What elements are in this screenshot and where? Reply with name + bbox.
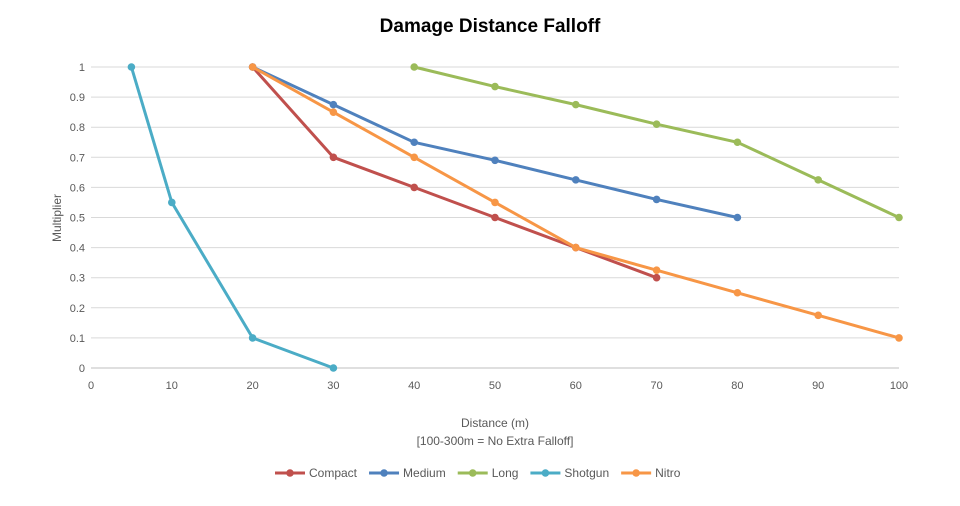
- data-point-long: [733, 138, 742, 147]
- x-tick-label: 10: [166, 380, 178, 392]
- data-point-medium: [572, 176, 580, 184]
- data-point-nitro: [895, 334, 903, 342]
- x-tick-label: 0: [88, 380, 94, 392]
- legend-item-long: Long: [457, 466, 519, 480]
- data-point-medium: [733, 213, 742, 222]
- series-nitro: [248, 63, 903, 342]
- data-point-long: [652, 120, 661, 128]
- data-point-nitro: [814, 311, 822, 320]
- data-point-nitro: [733, 288, 742, 297]
- series-long: [410, 63, 903, 222]
- legend-label: Shotgun: [564, 466, 609, 480]
- data-point-medium: [652, 195, 661, 204]
- x-tick-label: 30: [327, 380, 339, 392]
- y-axis-ticks: 0 0.1 0.2 0.3 0.4 0.5 0.6 0.7 0.8 0.9 1: [70, 62, 85, 375]
- gridlines: [91, 66, 899, 369]
- legend-marker: [286, 469, 294, 477]
- x-tick-label: 100: [890, 380, 908, 392]
- y-tick-label: 0.4: [70, 243, 85, 255]
- legend-label: Compact: [309, 466, 358, 480]
- data-point-compact: [491, 213, 499, 222]
- data-point-medium: [329, 100, 338, 109]
- legend: Compact Medium Long Shotgun Nitro: [275, 466, 681, 480]
- data-point-compact: [410, 183, 419, 192]
- data-point-medium: [491, 156, 499, 165]
- data-point-long: [572, 100, 580, 109]
- x-tick-label: 60: [570, 380, 582, 392]
- y-tick-label: 0.5: [70, 213, 85, 225]
- data-point-nitro: [248, 63, 257, 71]
- legend-marker: [380, 469, 388, 477]
- legend-label: Long: [492, 466, 519, 480]
- y-tick-label: 1: [79, 62, 85, 74]
- x-tick-label: 50: [489, 380, 501, 392]
- y-tick-label: 0.3: [70, 273, 85, 285]
- data-point-compact: [329, 153, 338, 162]
- data-point-long: [410, 63, 419, 71]
- legend-marker: [468, 469, 477, 477]
- series-line-long: [413, 65, 900, 219]
- data-point-nitro: [491, 198, 499, 207]
- legend-label: Nitro: [655, 466, 681, 480]
- data-point-long: [895, 213, 903, 222]
- y-tick-label: 0.7: [70, 152, 85, 164]
- legend-marker: [541, 469, 550, 477]
- data-point-long: [491, 82, 499, 91]
- data-point-shotgun: [329, 364, 338, 372]
- legend-marker: [632, 469, 640, 477]
- y-tick-label: 0: [79, 363, 85, 375]
- series-line-shotgun: [129, 66, 334, 370]
- data-point-medium: [410, 138, 419, 147]
- x-tick-label: 20: [246, 380, 258, 392]
- data-point-compact: [652, 273, 661, 282]
- series-lines: [127, 63, 903, 372]
- data-point-long: [814, 176, 822, 184]
- y-axis-label: Multiplier: [50, 194, 64, 242]
- x-axis-note: [100-300m = No Extra Falloff]: [417, 434, 574, 448]
- data-point-shotgun: [168, 198, 176, 207]
- series-compact: [248, 63, 661, 282]
- x-tick-label: 40: [408, 380, 420, 392]
- chart-title: Damage Distance Falloff: [379, 16, 601, 37]
- x-tick-label: 90: [812, 380, 824, 392]
- x-axis-ticks: 0 10 20 30 40 50 60 70 80 90 100: [88, 380, 908, 392]
- y-tick-label: 0.6: [70, 182, 85, 194]
- data-point-nitro: [572, 243, 580, 252]
- legend-item-medium: Medium: [369, 466, 446, 480]
- data-point-nitro: [410, 153, 419, 162]
- x-tick-label: 80: [731, 380, 743, 392]
- x-tick-label: 70: [650, 380, 662, 392]
- y-tick-label: 0.2: [70, 303, 85, 315]
- y-tick-label: 0.8: [70, 122, 85, 134]
- legend-item-shotgun: Shotgun: [530, 466, 609, 480]
- series-line-compact: [251, 65, 658, 280]
- data-point-shotgun: [248, 334, 257, 342]
- y-tick-label: 0.1: [70, 333, 85, 345]
- data-point-shotgun: [127, 63, 136, 71]
- legend-item-compact: Compact: [275, 466, 358, 480]
- data-point-nitro: [329, 108, 338, 116]
- x-axis-label: Distance (m): [461, 416, 529, 430]
- y-tick-label: 0.9: [70, 92, 85, 104]
- series-shotgun: [127, 63, 338, 372]
- data-point-nitro: [652, 266, 661, 274]
- legend-label: Medium: [403, 466, 446, 480]
- legend-item-nitro: Nitro: [621, 466, 681, 480]
